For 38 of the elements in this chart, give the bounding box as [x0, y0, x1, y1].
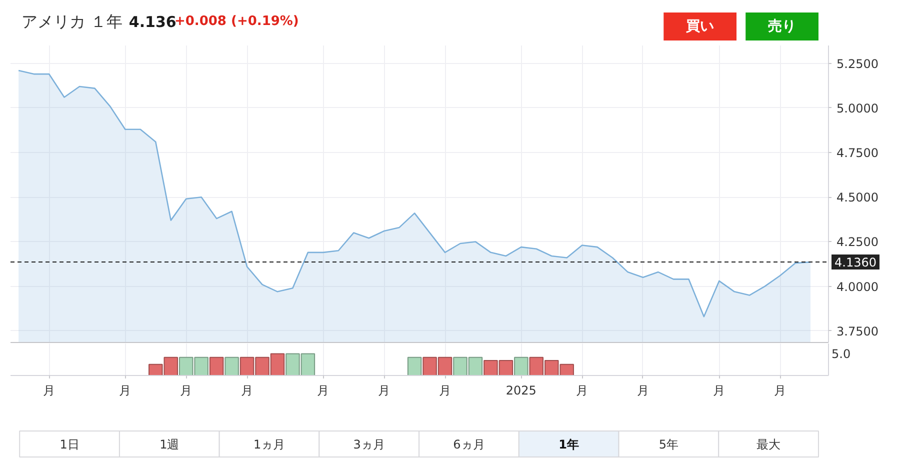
text: 5.0 [832, 347, 851, 362]
bar [407, 356, 422, 376]
y-tick-label: 4.2500 [836, 235, 878, 250]
x-tick-label: 月 [317, 384, 330, 398]
y-tick-label: 5.0000 [836, 101, 878, 116]
x-tick-label: 月 [378, 384, 390, 398]
bar [224, 356, 239, 376]
text: 4.136 [128, 13, 176, 31]
x-tick-label: 月 [180, 384, 192, 398]
text: 1年 [558, 438, 580, 452]
y-tick-label: 4.7500 [836, 146, 878, 160]
x-tick-label: 月 [439, 384, 452, 398]
text: 1週 [160, 438, 180, 452]
text: +0.008 (+0.19%) [174, 14, 299, 29]
text: 最大 [756, 438, 781, 452]
text: 6ヵ月 [453, 438, 485, 452]
x-tick-label: 月 [241, 384, 254, 398]
bar [514, 356, 528, 376]
text: 3ヵ月 [353, 438, 385, 452]
text: 5年 [658, 438, 679, 452]
y-tick-label: 3.7500 [836, 324, 878, 338]
y-tick-label: 5.2500 [836, 56, 878, 71]
x-tick-label: 月 [576, 384, 588, 398]
x-tick-label: 月 [713, 384, 726, 398]
y-tick-label: 4.5000 [836, 190, 878, 205]
text: 1ヵ月 [253, 438, 286, 452]
x-tick-label: 月 [774, 384, 786, 398]
text: 買い [685, 18, 714, 34]
x-tick-label: 月 [637, 384, 649, 398]
y-tick-label: 4.0000 [836, 280, 878, 294]
text: 1日 [60, 438, 80, 452]
ref-line-label: 4.1360 [834, 256, 876, 270]
text: 売り [768, 18, 796, 34]
x-tick-label: 月 [43, 384, 56, 398]
x-tick-label: 月 [119, 384, 132, 398]
x-tick-label: 2025 [506, 384, 536, 398]
chart-title: アメリカ １年 [21, 12, 123, 31]
bar [209, 356, 224, 376]
